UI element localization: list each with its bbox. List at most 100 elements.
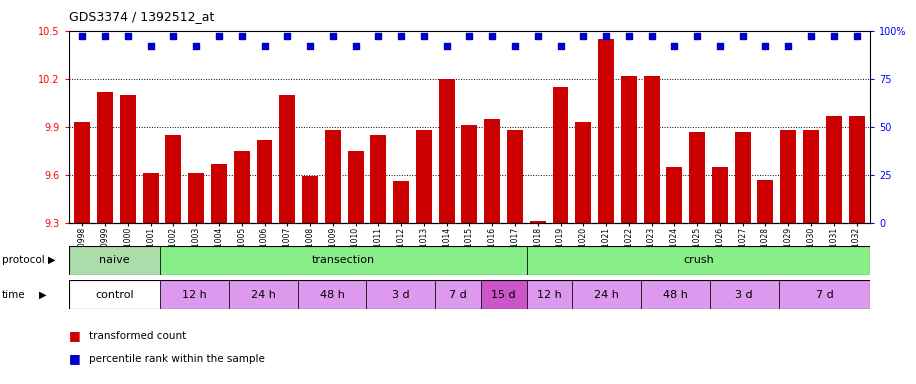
- Bar: [97, 91, 113, 223]
- Text: ■: ■: [69, 353, 81, 366]
- Point: [576, 33, 591, 40]
- Bar: [527, 280, 572, 309]
- Bar: [485, 119, 500, 223]
- Point: [462, 33, 476, 40]
- Point: [417, 33, 431, 40]
- Bar: [298, 280, 366, 309]
- Bar: [69, 280, 160, 309]
- Text: crush: crush: [683, 255, 714, 265]
- Bar: [481, 280, 527, 309]
- Point: [75, 33, 90, 40]
- Bar: [348, 151, 364, 223]
- Text: naive: naive: [99, 255, 130, 265]
- Point: [826, 33, 841, 40]
- Bar: [189, 173, 204, 223]
- Point: [440, 43, 454, 49]
- Bar: [529, 221, 546, 223]
- Bar: [462, 125, 477, 223]
- Bar: [120, 95, 136, 223]
- Point: [257, 43, 272, 49]
- Bar: [366, 280, 435, 309]
- Bar: [234, 151, 250, 223]
- Bar: [572, 280, 641, 309]
- Bar: [325, 130, 341, 223]
- Bar: [552, 87, 569, 223]
- Bar: [667, 167, 682, 223]
- Bar: [710, 280, 779, 309]
- Text: 3 d: 3 d: [392, 290, 409, 300]
- Bar: [160, 246, 527, 275]
- Text: ▶: ▶: [38, 290, 46, 300]
- Bar: [143, 173, 158, 223]
- Point: [394, 33, 409, 40]
- Text: time: time: [2, 290, 26, 300]
- Bar: [166, 135, 181, 223]
- Bar: [712, 167, 728, 223]
- Bar: [641, 280, 710, 309]
- Point: [667, 43, 682, 49]
- Point: [644, 33, 659, 40]
- Point: [690, 33, 704, 40]
- Bar: [160, 280, 229, 309]
- Point: [189, 43, 203, 49]
- Text: 48 h: 48 h: [320, 290, 344, 300]
- Point: [599, 33, 614, 40]
- Text: ■: ■: [69, 329, 81, 343]
- Bar: [780, 130, 796, 223]
- Point: [622, 33, 637, 40]
- Bar: [826, 116, 842, 223]
- Bar: [69, 246, 160, 275]
- Bar: [393, 181, 409, 223]
- Point: [507, 43, 522, 49]
- Text: 12 h: 12 h: [182, 290, 207, 300]
- Text: GDS3374 / 1392512_at: GDS3374 / 1392512_at: [69, 10, 214, 23]
- Bar: [256, 139, 272, 223]
- Text: 7 d: 7 d: [815, 290, 834, 300]
- Bar: [758, 180, 773, 223]
- Point: [781, 43, 796, 49]
- Bar: [848, 116, 865, 223]
- Point: [280, 33, 295, 40]
- Text: 12 h: 12 h: [537, 290, 562, 300]
- Bar: [302, 176, 318, 223]
- Point: [212, 33, 226, 40]
- Text: protocol: protocol: [2, 255, 45, 265]
- Point: [302, 43, 317, 49]
- Bar: [435, 280, 481, 309]
- Text: 3 d: 3 d: [736, 290, 753, 300]
- Point: [803, 33, 818, 40]
- Bar: [527, 246, 870, 275]
- Bar: [735, 132, 750, 223]
- Bar: [279, 95, 295, 223]
- Bar: [575, 122, 591, 223]
- Point: [325, 33, 340, 40]
- Point: [849, 33, 864, 40]
- Text: percentile rank within the sample: percentile rank within the sample: [89, 354, 265, 364]
- Bar: [507, 130, 523, 223]
- Text: transformed count: transformed count: [89, 331, 186, 341]
- Bar: [211, 164, 227, 223]
- Text: 48 h: 48 h: [663, 290, 688, 300]
- Point: [758, 43, 773, 49]
- Text: 15 d: 15 d: [492, 290, 516, 300]
- Point: [121, 33, 136, 40]
- Point: [371, 33, 386, 40]
- Point: [485, 33, 499, 40]
- Point: [143, 43, 158, 49]
- Bar: [74, 122, 91, 223]
- Bar: [644, 76, 660, 223]
- Text: transection: transection: [312, 255, 375, 265]
- Text: ▶: ▶: [48, 255, 55, 265]
- Point: [166, 33, 180, 40]
- Point: [530, 33, 545, 40]
- Text: control: control: [95, 290, 134, 300]
- Point: [348, 43, 363, 49]
- Bar: [229, 280, 298, 309]
- Point: [713, 43, 727, 49]
- Bar: [803, 130, 819, 223]
- Bar: [621, 76, 637, 223]
- Point: [553, 43, 568, 49]
- Point: [736, 33, 750, 40]
- Point: [234, 33, 249, 40]
- Text: 24 h: 24 h: [251, 290, 276, 300]
